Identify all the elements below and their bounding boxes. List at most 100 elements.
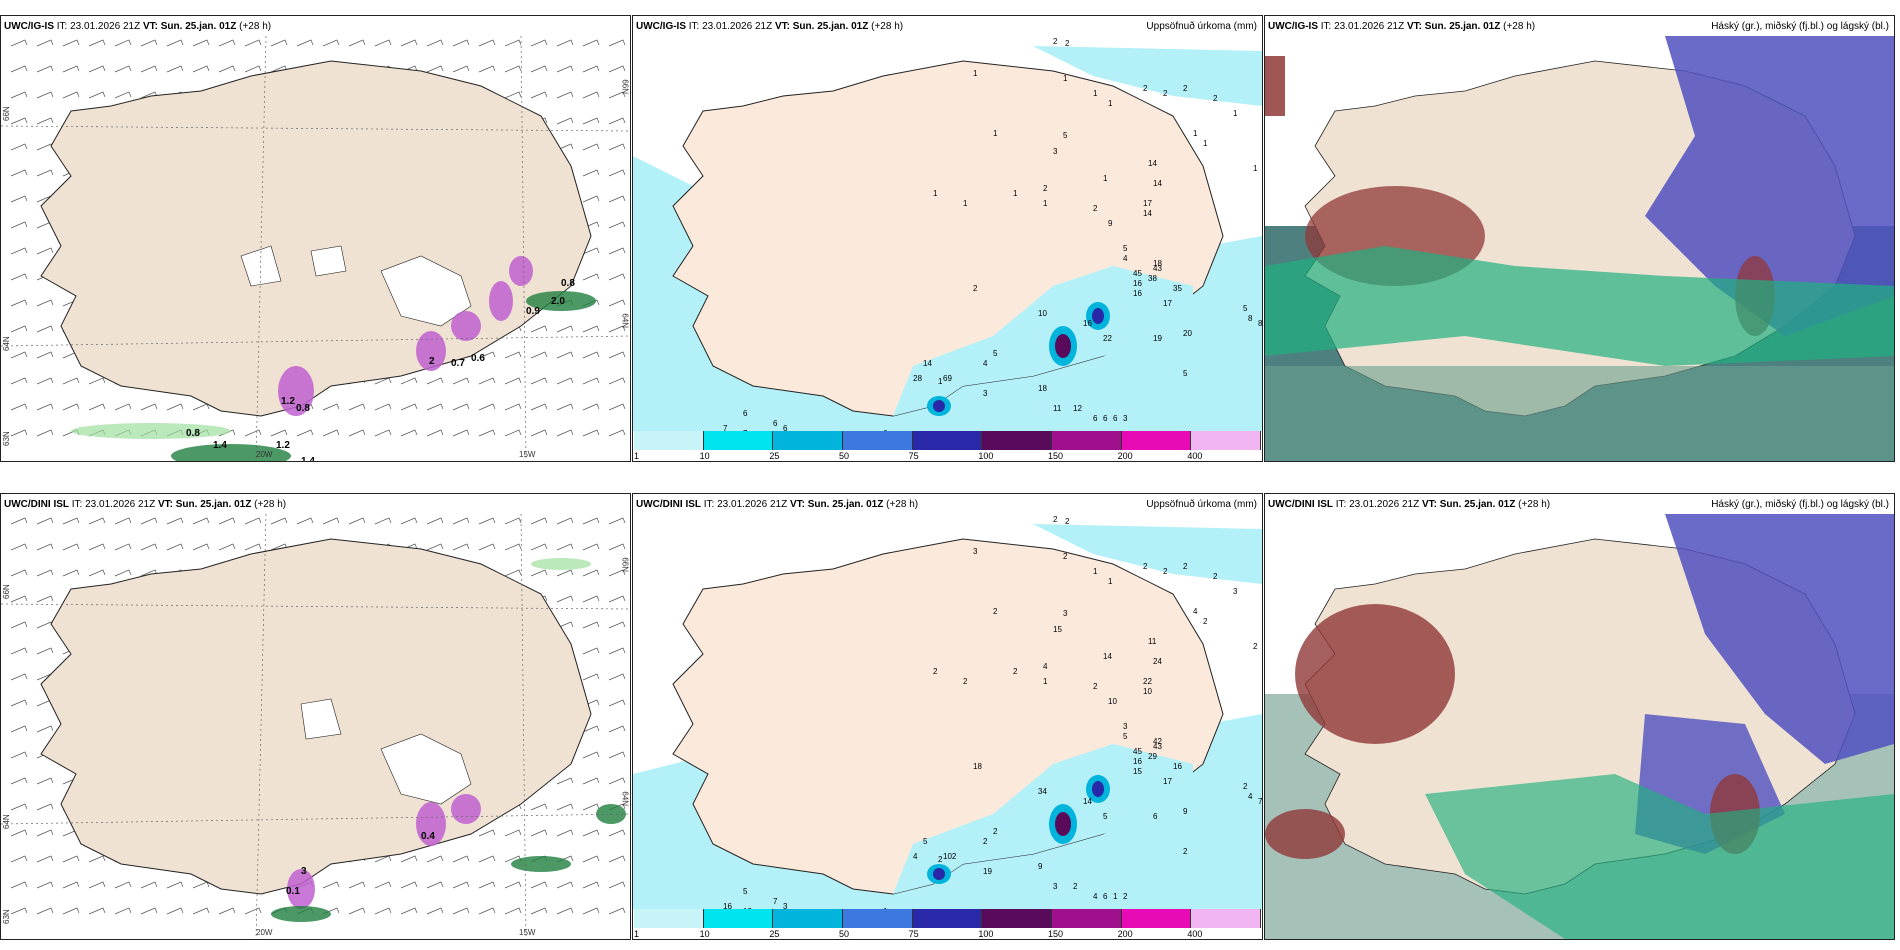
precip-value-labels: 2 232112222342231511242210101441222223542… bbox=[723, 515, 1262, 909]
wind-barb bbox=[218, 907, 236, 915]
precip-value-label: 5 bbox=[1123, 244, 1128, 253]
precip-blob bbox=[416, 331, 446, 371]
wind-barb bbox=[478, 429, 496, 437]
wind-barb bbox=[608, 855, 626, 863]
wind-barb bbox=[608, 91, 626, 99]
wind-barb bbox=[582, 725, 600, 733]
wind-barb bbox=[582, 673, 600, 681]
colorbar-swatch bbox=[634, 909, 704, 928]
wind-barb bbox=[10, 595, 28, 603]
precip-value-label: 2 bbox=[938, 855, 943, 864]
wind-barb bbox=[556, 117, 574, 125]
precip-blob bbox=[278, 366, 314, 416]
wind-value-label: 0.9 bbox=[526, 306, 540, 317]
green-precip bbox=[71, 423, 231, 439]
wind-barb bbox=[374, 881, 392, 889]
wind-barb bbox=[400, 855, 418, 863]
colorbar-swatch bbox=[843, 909, 913, 928]
wind-barb bbox=[10, 351, 28, 359]
wind-barb bbox=[608, 299, 626, 307]
wind-barb bbox=[530, 803, 548, 811]
lon-label: 20W bbox=[256, 928, 273, 937]
wind-barb bbox=[36, 299, 54, 307]
wind-barb bbox=[608, 881, 626, 889]
wind-barb bbox=[10, 429, 28, 437]
precip-value-label: 4 bbox=[983, 359, 988, 368]
wind-barb bbox=[114, 39, 132, 47]
wind-barb bbox=[582, 855, 600, 863]
wind-barb bbox=[36, 829, 54, 837]
wind-barb bbox=[530, 881, 548, 889]
wind-barb bbox=[556, 803, 574, 811]
wind-barb bbox=[270, 429, 288, 437]
panel-subtitle: Uppsöfnuð úrkoma (mm) bbox=[1146, 21, 1257, 32]
wind-barb bbox=[88, 569, 106, 577]
wind-barb bbox=[608, 169, 626, 177]
precip-value-label: 1 bbox=[1108, 577, 1113, 586]
precip-value-label: 2 bbox=[963, 677, 968, 686]
wind-barb bbox=[88, 39, 106, 47]
colorbar-label: 75 bbox=[908, 929, 919, 939]
wind-barb bbox=[530, 569, 548, 577]
wind-barb bbox=[426, 403, 444, 411]
colorbar-label: 400 bbox=[1187, 929, 1203, 939]
precip-value-label: 5 bbox=[743, 887, 748, 896]
wind-barb bbox=[244, 543, 262, 551]
wind-barb bbox=[10, 777, 28, 785]
wind-barb bbox=[348, 881, 366, 889]
wind-barb bbox=[36, 377, 54, 385]
wind-barb bbox=[582, 517, 600, 525]
wind-barb bbox=[10, 569, 28, 577]
wind-barb bbox=[192, 543, 210, 551]
precip-value-label: 3 bbox=[983, 389, 988, 398]
mid-cloud bbox=[1295, 604, 1455, 744]
precip-value-label: 2 bbox=[1253, 642, 1258, 651]
wind-barb bbox=[10, 725, 28, 733]
wind-barb bbox=[10, 247, 28, 255]
colorbar-swatch bbox=[912, 431, 983, 450]
wind-barb bbox=[270, 39, 288, 47]
wind-value-label: 1.4 bbox=[301, 456, 315, 461]
precip-value-label: 6 bbox=[783, 424, 788, 431]
colorbar-label: 25 bbox=[769, 451, 780, 461]
precip-value-label: 6 bbox=[1113, 414, 1118, 423]
wind-barb bbox=[582, 621, 600, 629]
precip-value-label: 2 bbox=[1053, 515, 1058, 524]
precip-value-label: 16 bbox=[1083, 319, 1092, 328]
precip-value-label: 6 bbox=[1093, 414, 1098, 423]
lat-label: 66N bbox=[2, 584, 11, 599]
wind-value-labels: 0.80.92.01.20.81.41.20.81.40.70.62 bbox=[186, 278, 575, 461]
wind-barb bbox=[88, 65, 106, 73]
precip-value-label: 2 bbox=[1183, 562, 1188, 571]
wind-barb bbox=[296, 517, 314, 525]
precip-value-label: 18 bbox=[1038, 384, 1047, 393]
colorbar-swatch bbox=[1052, 909, 1122, 928]
panel-subtitle: Uppsöfnuð úrkoma (mm) bbox=[1146, 499, 1257, 510]
wind-barb bbox=[504, 91, 522, 99]
wind-barb bbox=[88, 543, 106, 551]
wind-barb bbox=[10, 517, 28, 525]
wind-barb bbox=[556, 517, 574, 525]
wind-barb bbox=[36, 351, 54, 359]
wind-barb bbox=[10, 65, 28, 73]
wind-barb bbox=[140, 881, 158, 889]
wind-barb bbox=[582, 325, 600, 333]
precip-value-label: 2 bbox=[1243, 782, 1248, 791]
wind-barb bbox=[114, 65, 132, 73]
precip-value-label: 2 bbox=[1163, 567, 1168, 576]
wind-barb bbox=[218, 543, 236, 551]
wind-barb bbox=[10, 621, 28, 629]
precip-value-label: 10 bbox=[1108, 697, 1117, 706]
precip-value-label: 1 bbox=[1043, 677, 1048, 686]
wind-barb bbox=[192, 907, 210, 915]
colorbar-swatch bbox=[773, 431, 843, 450]
wind-barb bbox=[192, 517, 210, 525]
precip-value-label: 5 bbox=[1103, 812, 1108, 821]
wind-barb bbox=[192, 881, 210, 889]
precip-core bbox=[1055, 334, 1071, 358]
wind-barb bbox=[36, 117, 54, 125]
wind-barb bbox=[36, 65, 54, 73]
wind-barb bbox=[140, 65, 158, 73]
wind-barb bbox=[556, 569, 574, 577]
wind-barb bbox=[582, 429, 600, 437]
